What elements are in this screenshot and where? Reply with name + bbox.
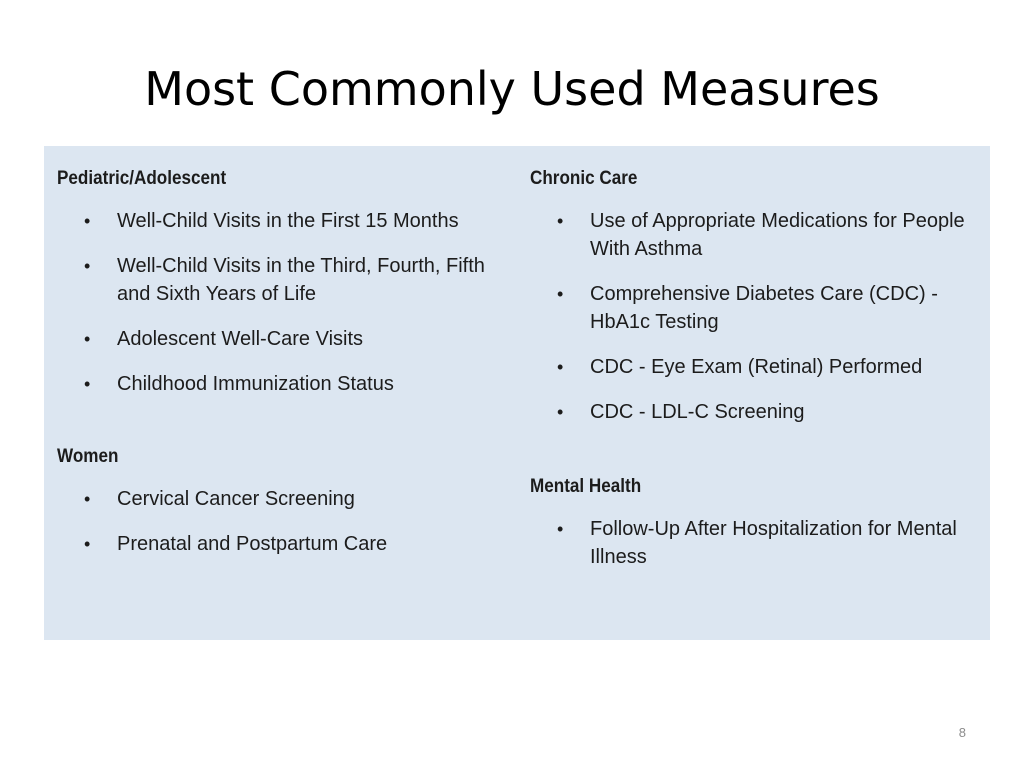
bullet-icon: • bbox=[557, 211, 564, 231]
bullet-icon: • bbox=[557, 519, 564, 539]
section-heading-chronic-care: Chronic Care bbox=[530, 168, 638, 189]
pediatric-measure-list: • Well-Child Visits in the First 15 Month… bbox=[57, 207, 497, 398]
list-item: • Adolescent Well-Care Visits bbox=[57, 325, 497, 353]
left-column: Pediatric/Adolescent • Well-Child Visits … bbox=[57, 168, 497, 558]
bullet-icon: • bbox=[557, 284, 564, 304]
list-item: • Cervical Cancer Screening bbox=[57, 485, 497, 513]
list-item: • Use of Appropriate Medications for Peop… bbox=[530, 207, 980, 263]
women-measure-list: • Cervical Cancer Screening • Prenatal and… bbox=[57, 485, 497, 558]
list-item: • CDC - Eye Exam (Retinal) Performed bbox=[530, 353, 980, 381]
bullet-icon: • bbox=[557, 357, 564, 377]
bullet-icon: • bbox=[84, 374, 91, 394]
bullet-icon: • bbox=[557, 402, 564, 422]
list-item: • Comprehensive Diabetes Care (CDC) - HbA… bbox=[530, 280, 980, 336]
list-item: • Follow-Up After Hospitalization for Men… bbox=[530, 515, 980, 571]
bullet-icon: • bbox=[84, 534, 91, 554]
chronic-care-measure-list: • Use of Appropriate Medications for Peop… bbox=[530, 207, 980, 426]
mental-health-measure-list: • Follow-Up After Hospitalization for Men… bbox=[530, 515, 980, 571]
list-item: • Well-Child Visits in the Third, Fourth,… bbox=[57, 252, 497, 308]
list-item: • Well-Child Visits in the First 15 Month… bbox=[57, 207, 497, 235]
section-heading-women: Women bbox=[57, 446, 119, 467]
measures-panel: Pediatric/Adolescent • Well-Child Visits … bbox=[44, 146, 990, 640]
bullet-icon: • bbox=[84, 211, 91, 231]
list-item: • Childhood Immunization Status bbox=[57, 370, 497, 398]
bullet-icon: • bbox=[84, 329, 91, 349]
list-item: • Prenatal and Postpartum Care bbox=[57, 530, 497, 558]
right-column: Chronic Care • Use of Appropriate Medicat… bbox=[530, 168, 980, 571]
section-heading-pediatric: Pediatric/Adolescent bbox=[57, 168, 227, 189]
slide-title: Most Commonly Used Measures bbox=[144, 62, 880, 116]
page-number: 8 bbox=[958, 725, 966, 740]
bullet-icon: • bbox=[84, 489, 91, 509]
list-item: • CDC - LDL-C Screening bbox=[530, 398, 980, 426]
section-heading-mental-health: Mental Health bbox=[530, 476, 642, 497]
bullet-icon: • bbox=[84, 256, 91, 276]
